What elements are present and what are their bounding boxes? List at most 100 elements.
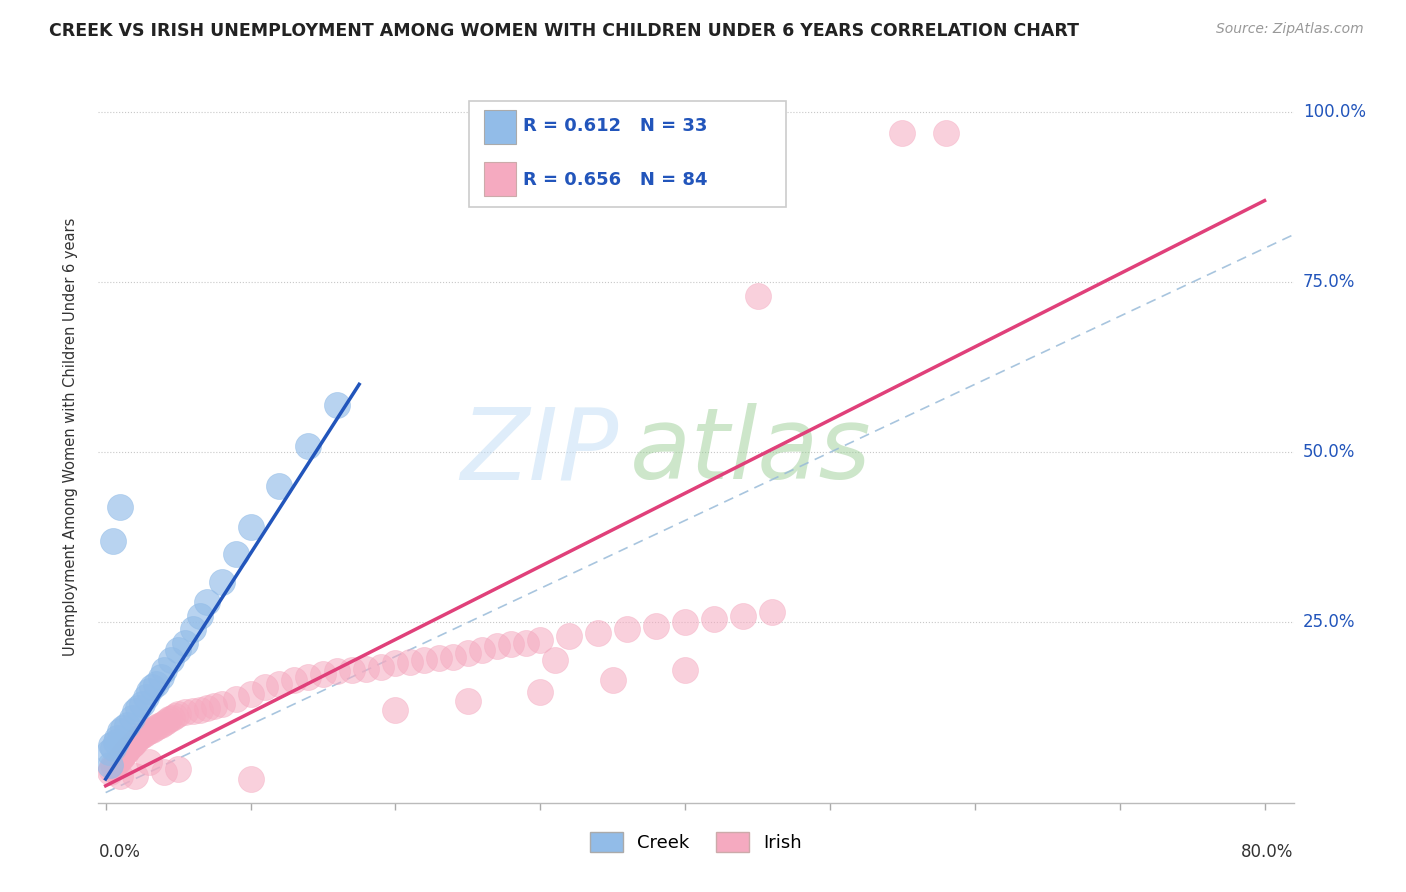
Point [157, 712, 180, 726]
Point [167, 707, 190, 722]
Point [202, 698, 225, 713]
Point [114, 746, 136, 760]
Point [239, 687, 262, 701]
Point [160, 653, 183, 667]
Point [149, 670, 172, 684]
Point [297, 439, 319, 453]
Point [673, 615, 696, 630]
Point [485, 640, 508, 654]
Point [105, 731, 128, 746]
Point [501, 637, 523, 651]
Point [370, 659, 392, 673]
Point [105, 755, 128, 769]
Point [935, 126, 957, 140]
Point [174, 706, 197, 720]
Point [174, 636, 197, 650]
Point [544, 653, 567, 667]
Point [101, 533, 124, 548]
Text: 50.0%: 50.0% [1303, 443, 1355, 461]
Point [167, 642, 190, 657]
Point [283, 673, 305, 688]
Text: 0.0%: 0.0% [98, 843, 141, 861]
Point [127, 731, 149, 746]
Point [127, 700, 149, 714]
Point [471, 642, 494, 657]
Point [269, 677, 291, 691]
Point [747, 289, 769, 303]
Y-axis label: Unemployment Among Women with Children Under 6 years: Unemployment Among Women with Children U… [63, 218, 77, 657]
Text: atlas: atlas [630, 403, 872, 500]
Point [141, 680, 163, 694]
Point [457, 694, 479, 708]
Point [195, 595, 218, 609]
Text: R = 0.656   N = 84: R = 0.656 N = 84 [523, 170, 707, 188]
Point [441, 649, 464, 664]
Point [312, 666, 335, 681]
Point [162, 711, 184, 725]
Point [165, 709, 187, 723]
Point [110, 750, 132, 764]
Point [269, 479, 291, 493]
Point [143, 721, 166, 735]
Point [101, 758, 124, 772]
FancyBboxPatch shape [485, 162, 516, 195]
Point [239, 772, 262, 786]
Point [149, 717, 172, 731]
Point [188, 702, 211, 716]
Point [138, 724, 160, 739]
Point [326, 665, 349, 679]
Point [427, 651, 450, 665]
Point [558, 629, 581, 643]
Point [108, 500, 131, 514]
Point [121, 711, 143, 725]
Point [152, 765, 174, 780]
Point [602, 673, 624, 688]
Point [138, 683, 160, 698]
Point [138, 755, 160, 769]
Point [211, 574, 233, 589]
Text: 25.0%: 25.0% [1303, 614, 1355, 632]
Point [399, 655, 422, 669]
Point [115, 745, 138, 759]
Point [155, 714, 177, 728]
Point [211, 697, 233, 711]
Point [101, 741, 124, 756]
Text: 75.0%: 75.0% [1303, 273, 1355, 292]
Point [129, 730, 152, 744]
Point [253, 680, 276, 694]
Point [145, 677, 167, 691]
Point [135, 690, 157, 705]
Point [104, 734, 127, 748]
Point [225, 691, 247, 706]
Point [356, 662, 378, 676]
Text: Source: ZipAtlas.com: Source: ZipAtlas.com [1216, 22, 1364, 37]
Point [112, 748, 135, 763]
Point [703, 612, 725, 626]
Point [124, 768, 146, 782]
Point [124, 704, 146, 718]
Point [152, 663, 174, 677]
Point [152, 716, 174, 731]
Point [118, 741, 141, 756]
Point [98, 765, 121, 780]
Point [124, 734, 146, 748]
Point [132, 728, 155, 742]
Point [384, 702, 406, 716]
Point [108, 724, 131, 739]
Point [122, 737, 145, 751]
Point [515, 636, 537, 650]
Point [100, 738, 122, 752]
Point [97, 745, 120, 759]
Point [225, 548, 247, 562]
Point [181, 704, 204, 718]
Point [326, 398, 349, 412]
Point [529, 632, 551, 647]
Point [121, 738, 143, 752]
Point [457, 646, 479, 660]
Point [167, 762, 190, 776]
Point [340, 663, 363, 677]
Point [586, 625, 609, 640]
FancyBboxPatch shape [470, 101, 786, 207]
Point [107, 753, 129, 767]
Legend: Creek, Irish: Creek, Irish [583, 825, 808, 860]
